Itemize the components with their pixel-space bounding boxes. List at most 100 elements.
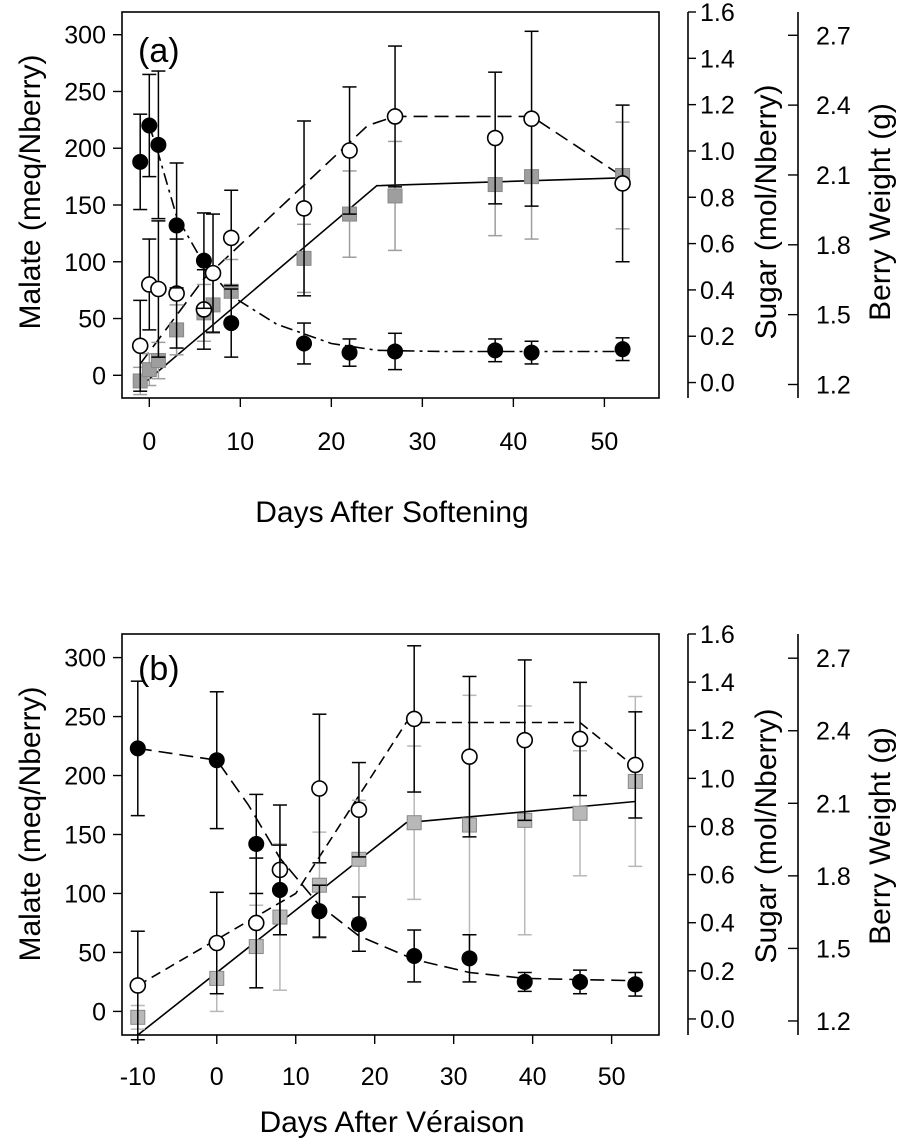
malate-point (272, 882, 287, 897)
sugar-point (615, 176, 630, 191)
x-tick-label: 0 (210, 1063, 224, 1091)
y-tick-label-sugar: 0.0 (700, 370, 735, 398)
plot-frame (122, 12, 659, 398)
y-tick-label-weight: 2.7 (816, 645, 851, 673)
sugar-point (573, 731, 588, 746)
panel-a: 0 10 20 30 40 50 0 50 100 150 200 250 300 0.0 0.2 0.4 0.… (14, 0, 897, 529)
sugar-point (224, 230, 239, 245)
malate-point (573, 974, 588, 989)
malate-point (351, 917, 366, 932)
berry_weight-point (388, 189, 402, 203)
y-tick-label-sugar: 1.0 (700, 138, 735, 166)
y-tick-label-weight: 1.5 (816, 302, 851, 330)
malate-point (209, 753, 224, 768)
y-tick-label-weight: 2.4 (816, 92, 851, 120)
y-axis-title-sugar: Sugar (mol/Nberry) (750, 708, 783, 963)
y-tick-label-weight: 2.1 (816, 162, 851, 190)
y-axis-title-berry-weight: Berry Weight (g) (864, 727, 897, 945)
y-tick-label-weight: 2.4 (816, 718, 851, 746)
y-tick-label-sugar: 0.4 (700, 277, 735, 305)
x-tick-label: 40 (519, 1063, 547, 1091)
y-tick-label-malate: 100 (64, 249, 106, 277)
y-tick-label-sugar: 0.0 (700, 1006, 735, 1034)
malate-point (517, 974, 532, 989)
x-tick-label: 20 (361, 1063, 389, 1091)
sugar-point (312, 781, 327, 796)
marks-group: 0 10 20 30 40 50 0 50 100 150 200 250 300 0.0 0.2 0.4 0.… (64, 0, 851, 456)
y-tick-label-sugar: 1.6 (700, 0, 735, 27)
malate-point (196, 253, 211, 268)
y-axis-title-sugar: Sugar (mol/Nberry) (750, 84, 783, 339)
x-tick-label: -10 (120, 1063, 156, 1091)
y-axis-title-berry-weight: Berry Weight (g) (864, 103, 897, 321)
sugar-point (524, 111, 539, 126)
x-tick-label: 30 (408, 428, 436, 456)
sugar-point (249, 915, 264, 930)
y-tick-label-weight: 1.8 (816, 863, 851, 891)
y-tick-label-weight: 2.7 (816, 22, 851, 50)
sugar-point (388, 109, 403, 124)
y-tick-label-sugar: 1.2 (700, 92, 735, 120)
y-axis-title-malate: Malate (meq/Nberry) (14, 686, 47, 961)
malate-point (142, 118, 157, 133)
y-tick-label-malate: 0 (92, 998, 106, 1026)
sugar-point (351, 802, 366, 817)
x-tick-label: 50 (590, 428, 618, 456)
panel-label: (a) (138, 32, 180, 70)
y-tick-label-malate: 300 (64, 645, 106, 673)
y-tick-label-sugar: 1.4 (700, 669, 735, 697)
berry_weight-point (573, 806, 587, 820)
marks-group: -10 0 10 20 30 40 50 0 50 100 150 200 250 300 0.0 0.2 0.… (64, 621, 851, 1091)
y-tick-label-sugar: 1.6 (700, 621, 735, 649)
sugar-point (628, 757, 643, 772)
sugar-point (297, 201, 312, 216)
y-tick-label-sugar: 0.8 (700, 184, 735, 212)
sugar-point (130, 978, 145, 993)
y-tick-label-malate: 200 (64, 763, 106, 791)
y-tick-label-sugar: 0.6 (700, 231, 735, 259)
x-tick-label: 50 (598, 1063, 626, 1091)
sugar-point (133, 338, 148, 353)
malate-point (312, 904, 327, 919)
sugar-point (206, 266, 221, 281)
y-tick-label-malate: 250 (64, 78, 106, 106)
malate-point (628, 977, 643, 992)
sugar-point (407, 711, 422, 726)
x-tick-label: 30 (440, 1063, 468, 1091)
y-tick-label-weight: 1.2 (816, 371, 851, 399)
x-axis-title: Days After Softening (255, 496, 529, 529)
malate-point (151, 137, 166, 152)
malate-point (249, 836, 264, 851)
malate-point (407, 948, 422, 963)
panel-label: (b) (138, 650, 180, 688)
y-tick-label-malate: 50 (78, 939, 106, 967)
y-tick-label-malate: 50 (78, 306, 106, 334)
sugar-point (209, 936, 224, 951)
sugar-point (151, 282, 166, 297)
malate-point (488, 343, 503, 358)
y-tick-label-sugar: 1.4 (700, 45, 735, 73)
y-tick-label-sugar: 0.2 (700, 958, 735, 986)
malate-point (462, 951, 477, 966)
y-tick-label-weight: 1.8 (816, 232, 851, 260)
malate-point (297, 336, 312, 351)
y-tick-label-sugar: 1.0 (700, 765, 735, 793)
x-tick-label: 40 (499, 428, 527, 456)
y-tick-label-weight: 1.5 (816, 935, 851, 963)
y-tick-label-weight: 2.1 (816, 790, 851, 818)
x-tick-label: 10 (226, 428, 254, 456)
malate-point (130, 741, 145, 756)
x-axis-title: Days After Véraison (259, 1106, 524, 1139)
weight-fit-line (138, 802, 636, 1036)
malate-point (388, 344, 403, 359)
malate-point (342, 345, 357, 360)
x-tick-label: 0 (142, 428, 156, 456)
y-tick-label-sugar: 0.8 (700, 813, 735, 841)
sugar-point (517, 733, 532, 748)
x-tick-label: 20 (317, 428, 345, 456)
x-tick-label: 10 (282, 1063, 310, 1091)
malate-point (524, 345, 539, 360)
y-tick-label-malate: 200 (64, 135, 106, 163)
y-tick-label-sugar: 0.6 (700, 862, 735, 890)
